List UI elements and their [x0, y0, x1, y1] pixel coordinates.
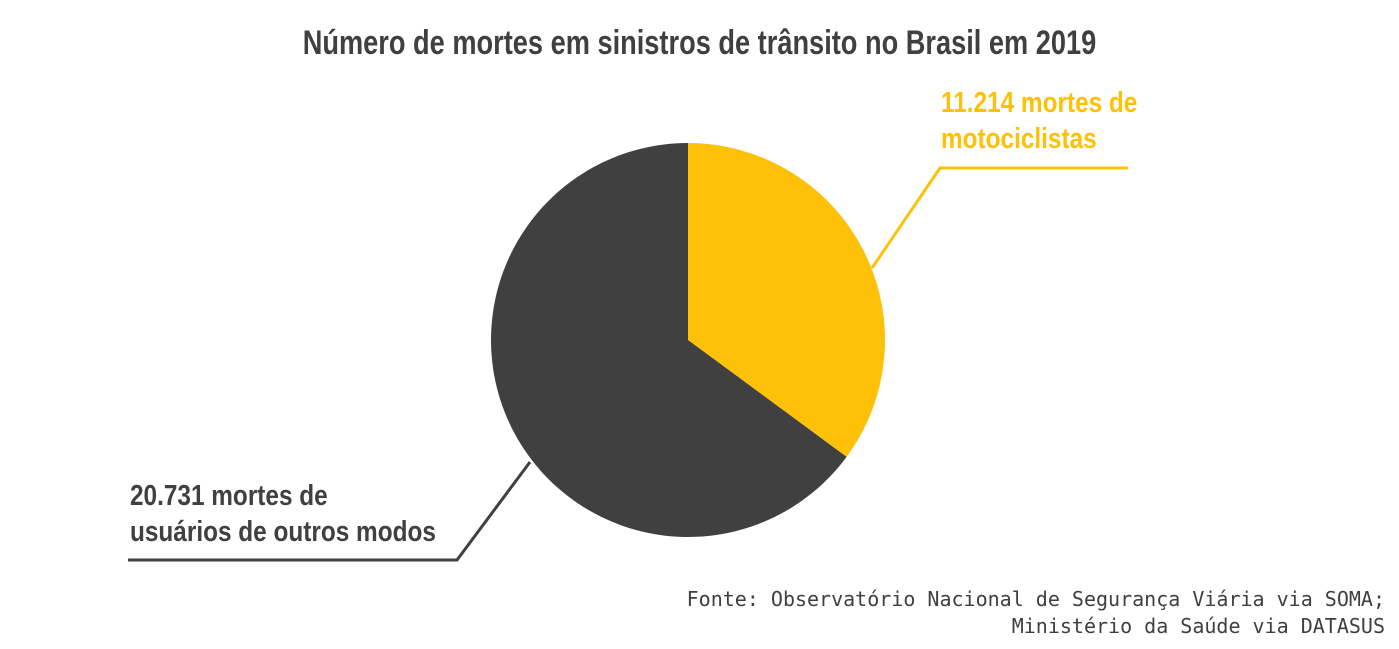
pie-slice-motociclistas [688, 143, 886, 457]
leader-line-motociclistas [870, 166, 1128, 269]
pie-slice-outros-modos [491, 142, 847, 538]
callout-motociclistas-line1: 11.214 mortes de [941, 87, 1138, 119]
source-note-line2: Ministério da Saúde via DATASUS [1011, 614, 1385, 638]
callout-outros: 20.731 mortes de usuários de outros modo… [130, 478, 436, 550]
pie [491, 142, 886, 538]
chart-title: Número de mortes em sinistros de trânsit… [302, 24, 1097, 62]
leader-line-outros [128, 461, 532, 562]
callout-motociclistas: 11.214 mortes de motociclistas [941, 85, 1137, 157]
callout-outros-line2: usuários de outros modos [130, 516, 436, 548]
callout-outros-line1: 20.731 mortes de [130, 480, 328, 512]
source-note: Fonte: Observatório Nacional de Seguranç… [687, 586, 1385, 640]
callout-motociclistas-line2: motociclistas [941, 123, 1097, 155]
source-note-line1: Fonte: Observatório Nacional de Seguranç… [686, 587, 1385, 611]
